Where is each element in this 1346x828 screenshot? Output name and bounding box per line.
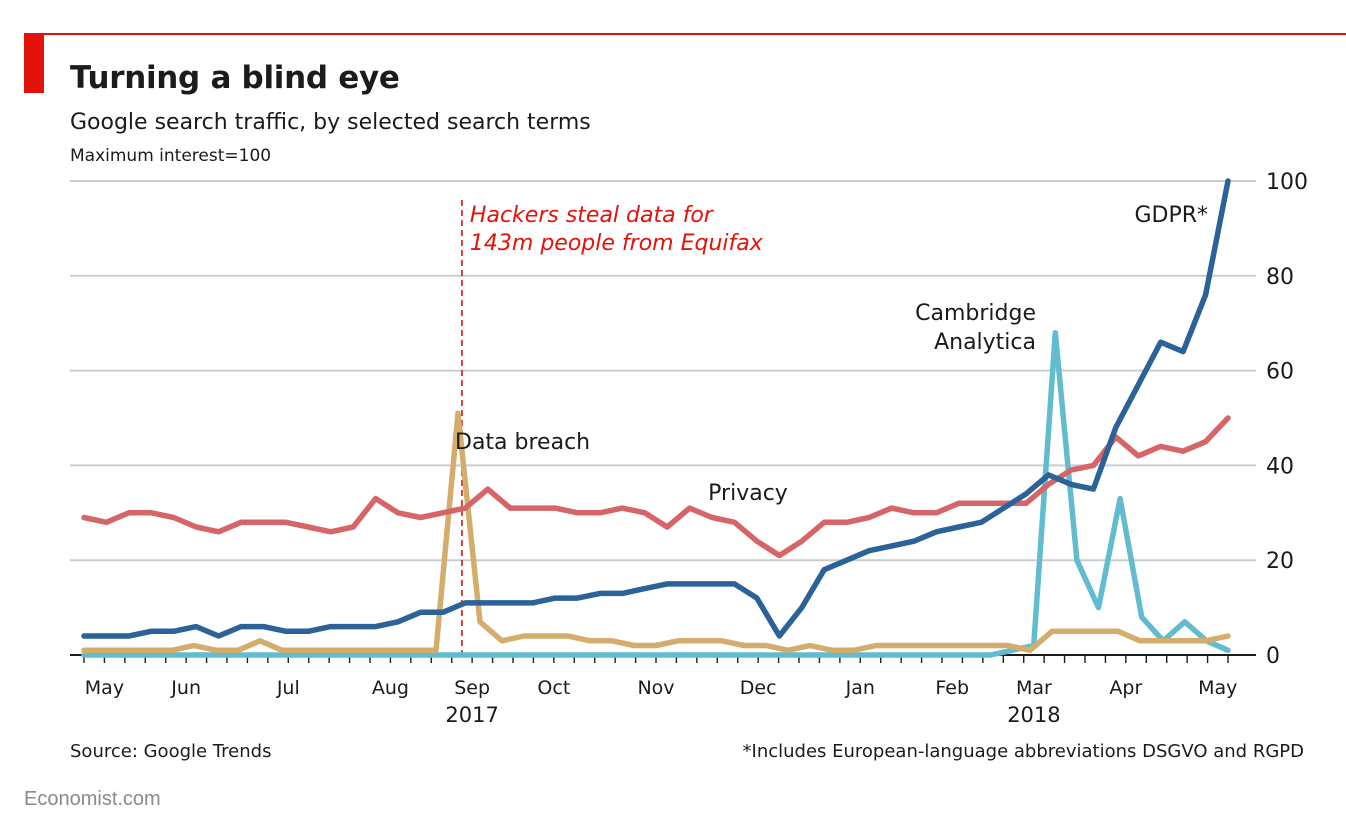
y-tick-label-100: 100 [1266,170,1308,195]
series-line-data-breach [81,410,1231,654]
x-tick-label-aug: Aug [372,677,409,699]
axis-layer: 0 20 40 60 80 100 May Jun Jul Aug Sep Oct Nov Dec Jan F… [83,170,1308,727]
equifax-annotation-line-1: Hackers steal data for [470,203,715,228]
gdpr-series-label: GDPR* [1134,203,1208,228]
y-tick-label-20: 20 [1266,549,1294,574]
cambridge-analytica-series-label-1: Cambridge [915,301,1036,326]
cambridge-analytica-series-label-2: Analytica [934,330,1036,355]
equifax-annotation-line-2: 143m people from Equifax [470,231,764,256]
y-tick-label-0: 0 [1266,644,1280,669]
x-tick-label-sep: Sep [454,677,490,699]
x-tick-label-may: May [1198,677,1237,699]
x-tick-label-feb: Feb [935,677,969,699]
privacy-series-label: Privacy [708,481,788,506]
y-tick-label-80: 80 [1266,265,1294,290]
footnote: *Includes European-language abbreviation… [742,741,1304,762]
x-year-label-2018: 2018 [1007,703,1060,727]
chart-title: Turning a blind eye [70,60,400,96]
series-line-cambridge-analytica [81,329,1231,658]
top-accent-rule [24,33,1346,35]
x-tick-label-jan: Jan [845,677,875,699]
x-tick-label-oct: Oct [537,677,570,699]
series-line-privacy [81,415,1231,559]
annotation-layer: Hackers steal data for 143m people from E… [461,200,764,655]
y-tick-label-40: 40 [1266,454,1294,479]
unit-note: Maximum interest=100 [70,146,272,166]
x-tick-label-mar: Mar [1016,677,1052,699]
x-tick-label-nov: Nov [637,677,674,699]
data-breach-series-label: Data breach [455,430,590,455]
economist-brand: Economist.com [24,788,161,810]
x-tick-label-may: May [85,677,124,699]
x-tick-label-dec: Dec [740,677,777,699]
x-tick-label-jun: Jun [170,677,201,699]
series-line-gdpr [81,178,1231,639]
brand-red-tag [24,33,44,93]
x-year-label-2017: 2017 [445,703,498,727]
series-layer [81,178,1231,658]
source-note: Source: Google Trends [70,741,272,762]
x-tick-label-apr: Apr [1109,677,1142,699]
y-tick-label-60: 60 [1266,360,1294,385]
x-tick-label-jul: Jul [276,677,300,699]
chart-subtitle: Google search traffic, by selected searc… [70,110,591,135]
label-layer: GDPR* Privacy Data breach Cambridge Analytic… [455,203,1208,506]
